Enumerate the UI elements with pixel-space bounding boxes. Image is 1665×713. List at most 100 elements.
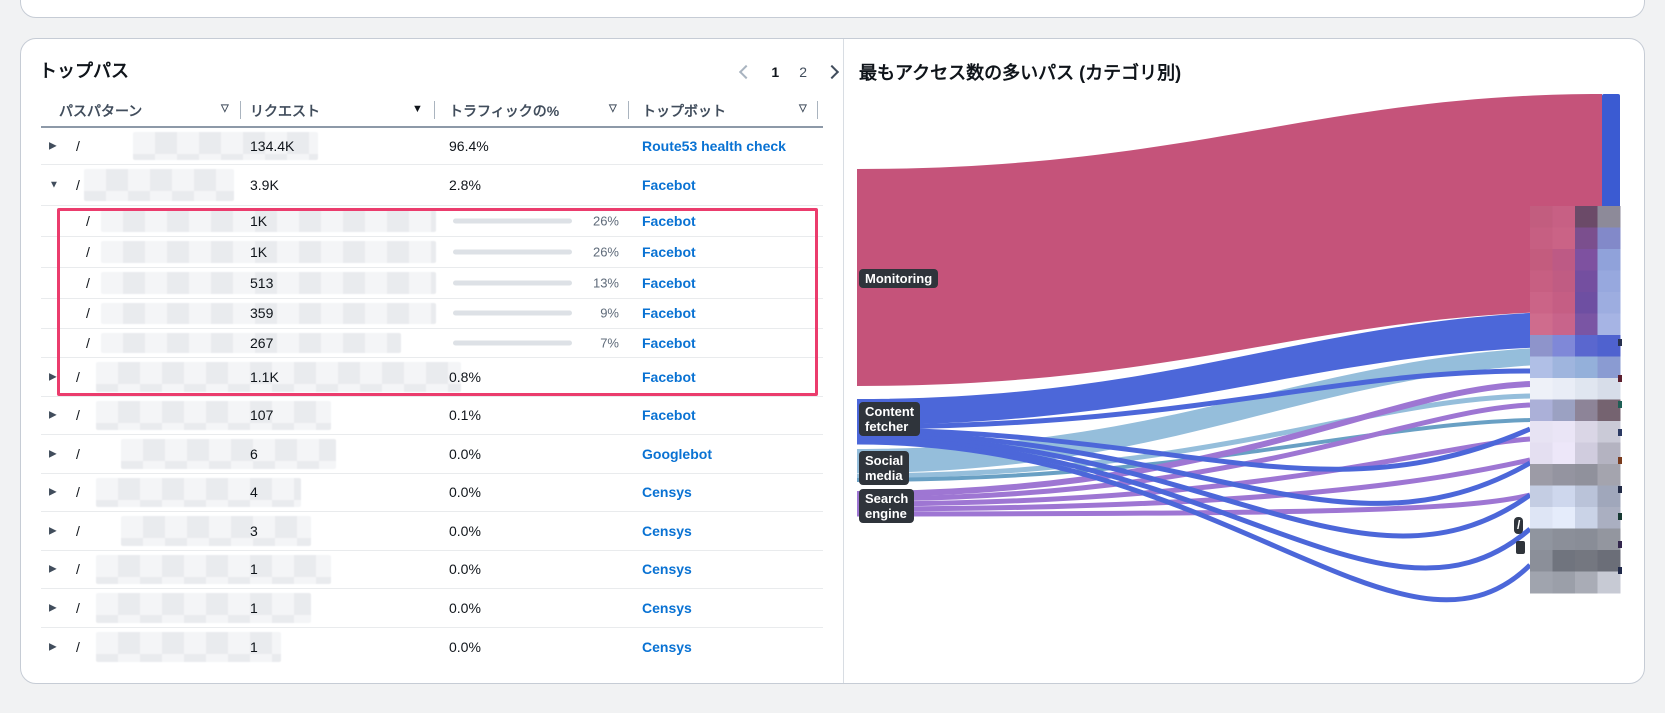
bot-dashboard-card: トップパス 1 2 パスパターン ▽ リクエスト ▼ トラフィックの% ▽ トッ… xyxy=(20,38,1645,684)
top-bot-link[interactable]: Facebot xyxy=(642,305,696,322)
top-bot-link[interactable]: Facebot xyxy=(642,335,696,351)
expand-row-icon[interactable]: ▶ xyxy=(49,563,57,575)
redacted-destination-labels xyxy=(1530,507,1553,529)
page-2-button[interactable]: 2 xyxy=(799,64,807,80)
requests-value: 134.4K xyxy=(250,138,295,154)
sankey-flow-content-fetcher[interactable] xyxy=(856,430,1532,506)
top-bot-link[interactable]: Censys xyxy=(642,638,692,655)
top-bot-link[interactable]: Censys xyxy=(642,484,692,501)
top-bot-link[interactable]: Censys xyxy=(642,599,692,616)
redacted-destination-labels xyxy=(1552,550,1576,572)
sankey-flow-content-fetcher[interactable] xyxy=(856,436,1532,571)
sankey-flow-content-fetcher[interactable] xyxy=(857,311,1602,425)
traffic-percent-value: 0.0% xyxy=(449,445,481,462)
redacted-destination-labels xyxy=(1530,485,1553,508)
redacted-destination-labels xyxy=(1530,528,1553,551)
table-row[interactable]: / 1K 26% Facebot xyxy=(41,237,823,268)
redacted-destination-labels xyxy=(1552,335,1576,357)
sankey-flow-content-fetcher[interactable] xyxy=(856,433,1532,539)
sankey-flow-search-engine[interactable] xyxy=(856,492,1531,517)
sankey-flow-social-media[interactable] xyxy=(856,418,1531,482)
traffic-percent-label: 26% xyxy=(592,213,619,229)
requests-value: 1 xyxy=(250,561,258,578)
expand-row-icon[interactable]: ▶ xyxy=(49,140,57,152)
sort-desc-icon[interactable]: ▼ xyxy=(412,103,423,115)
table-row[interactable]: / 513 13% Facebot xyxy=(41,268,823,299)
redacted-destination-labels xyxy=(1552,399,1576,422)
table-row[interactable]: ▶ / 134.4K 96.4% Route53 health check xyxy=(41,128,823,165)
column-header-requests[interactable]: リクエスト xyxy=(250,103,320,119)
sankey-flow-content-fetcher[interactable] xyxy=(856,368,1531,430)
path-pattern: / xyxy=(86,244,90,260)
redacted-destination-labels xyxy=(1530,399,1553,422)
top-bot-link[interactable]: Facebot xyxy=(642,213,696,229)
top-bot-link[interactable]: Googlebot xyxy=(642,445,712,462)
column-header-traffic-pct[interactable]: トラフィックの% xyxy=(449,103,560,119)
sankey-flow-search-engine[interactable] xyxy=(856,402,1531,502)
previous-page-icon[interactable] xyxy=(739,64,754,80)
table-row[interactable]: ▶ / 107 0.1% Facebot xyxy=(41,397,823,435)
redacted-destination-labels xyxy=(1575,249,1598,271)
column-header-path-pattern[interactable]: パスパターン xyxy=(59,103,143,119)
requests-value: 267 xyxy=(250,335,274,351)
expand-row-icon[interactable]: ▶ xyxy=(49,486,57,498)
top-bot-link[interactable]: Facebot xyxy=(642,244,696,260)
filter-icon[interactable]: ▽ xyxy=(221,103,229,114)
path-pattern: / xyxy=(86,213,90,229)
table-row[interactable]: ▶ / 3 0.0% Censys xyxy=(41,512,823,551)
sankey-flow-social-media[interactable] xyxy=(856,393,1531,479)
sankey-flow-search-engine[interactable] xyxy=(856,457,1531,512)
table-row[interactable]: ▶ / 1 0.0% Censys xyxy=(41,551,823,589)
table-row[interactable]: ▶ / 4 0.0% Censys xyxy=(41,474,823,512)
expand-row-icon[interactable]: ▶ xyxy=(49,602,57,614)
sankey-flow-content-fetcher[interactable] xyxy=(856,439,1532,603)
top-bot-link[interactable]: Route53 health check xyxy=(642,138,786,154)
sankey-flow-search-engine[interactable] xyxy=(856,381,1531,497)
table-row[interactable]: ▶ / 1 0.0% Censys xyxy=(41,628,823,667)
sankey-chart[interactable] xyxy=(844,39,1645,685)
redacted-path xyxy=(84,169,234,201)
redacted-path xyxy=(96,362,461,392)
top-bot-link[interactable]: Facebot xyxy=(642,274,696,291)
table-row[interactable]: ▶ / 6 0.0% Googlebot xyxy=(41,435,823,474)
path-pattern: / xyxy=(76,138,80,154)
top-bot-link[interactable]: Censys xyxy=(642,522,692,539)
table-row[interactable]: ▶ / 1 0.0% Censys xyxy=(41,589,823,628)
filter-icon[interactable]: ▽ xyxy=(609,103,617,114)
expand-row-icon[interactable]: ▶ xyxy=(49,525,57,537)
expand-row-icon[interactable]: ▶ xyxy=(49,409,57,421)
redacted-destination-labels xyxy=(1575,270,1598,293)
top-bot-link[interactable]: Censys xyxy=(642,561,692,578)
redacted-destination-labels xyxy=(1597,249,1621,271)
column-header-top-bot[interactable]: トップボット xyxy=(642,103,726,119)
top-bot-link[interactable]: Facebot xyxy=(642,407,696,424)
redacted-destination-labels xyxy=(1575,421,1598,443)
top-bot-link[interactable]: Facebot xyxy=(642,177,696,193)
table-row[interactable]: ▶ / 1.1K 0.8% Facebot xyxy=(41,358,823,397)
expand-row-icon[interactable]: ▶ xyxy=(49,641,57,653)
table-row[interactable]: ▼ / 3.9K 2.8% Facebot xyxy=(41,165,823,206)
expand-row-icon[interactable]: ▶ xyxy=(49,371,57,383)
table-row[interactable]: / 1K 26% Facebot xyxy=(41,206,823,237)
redacted-destination-labels xyxy=(1530,356,1553,379)
path-pattern: / xyxy=(76,407,80,424)
redacted-destination-labels xyxy=(1552,442,1576,465)
table-row[interactable]: / 267 7% Facebot xyxy=(41,329,823,358)
top-bot-link[interactable]: Facebot xyxy=(642,368,696,385)
page-1-button[interactable]: 1 xyxy=(771,64,780,80)
next-page-icon[interactable] xyxy=(824,64,840,80)
redacted-destination-labels xyxy=(1575,335,1598,357)
redacted-path xyxy=(96,554,331,584)
sankey-flow-content-fetcher[interactable] xyxy=(856,426,1531,472)
redacted-destination-labels xyxy=(1552,292,1576,314)
redacted-destination-labels xyxy=(1552,485,1576,508)
redacted-destination-labels xyxy=(1552,270,1576,293)
table-row[interactable]: / 359 9% Facebot xyxy=(41,299,823,329)
destination-node-speck xyxy=(1618,541,1622,548)
filter-icon[interactable]: ▽ xyxy=(799,103,807,114)
sankey-title: 最もアクセス数の多いパス (カテゴリ別) xyxy=(859,63,1182,83)
expand-row-icon[interactable]: ▶ xyxy=(49,448,57,460)
destination-node-speck xyxy=(1618,375,1622,382)
collapse-row-icon[interactable]: ▼ xyxy=(49,179,59,191)
sankey-flow-monitoring[interactable] xyxy=(857,94,1602,386)
